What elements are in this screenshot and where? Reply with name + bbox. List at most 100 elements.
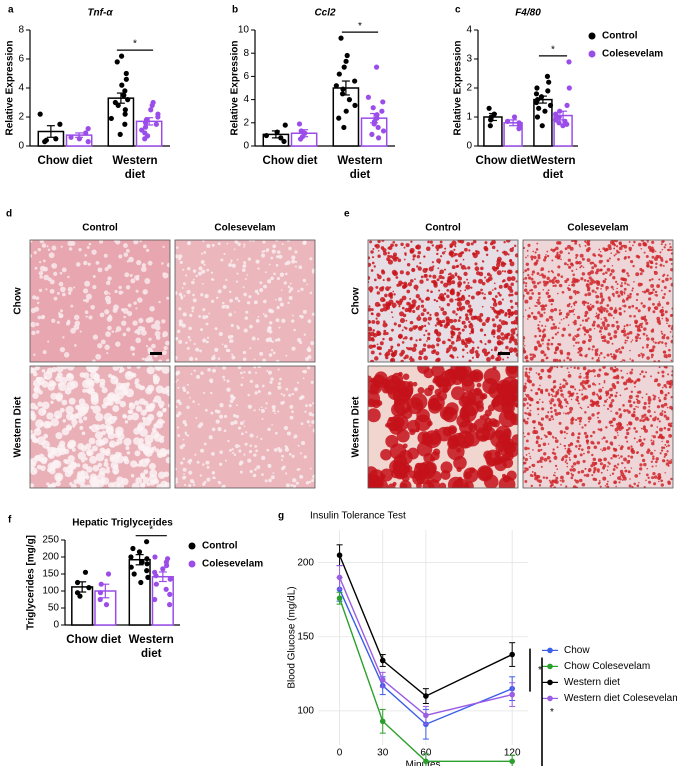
tissue-texture	[504, 314, 507, 317]
data-point	[75, 580, 80, 585]
tissue-texture	[47, 341, 49, 343]
tissue-texture	[499, 319, 502, 322]
tissue-texture	[403, 373, 409, 379]
data-point	[509, 652, 515, 658]
y-tick-label: 2	[243, 117, 249, 128]
tissue-texture	[551, 303, 553, 305]
tissue-texture	[579, 417, 582, 420]
tissue-texture	[581, 470, 584, 473]
tissue-texture	[405, 308, 409, 312]
tissue-texture	[124, 272, 129, 277]
tissue-texture	[93, 275, 96, 278]
tissue-texture	[291, 347, 295, 351]
tissue-texture	[369, 240, 372, 243]
tissue-texture	[575, 398, 578, 401]
tissue-texture	[571, 399, 572, 400]
tissue-texture	[418, 387, 425, 394]
tissue-texture	[598, 313, 600, 315]
tissue-texture	[93, 465, 100, 472]
tissue-texture	[43, 421, 51, 429]
tissue-texture	[191, 281, 195, 285]
data-point	[534, 91, 539, 96]
tissue-texture	[247, 394, 250, 397]
tissue-texture	[540, 269, 542, 271]
tissue-texture	[533, 316, 536, 319]
tissue-texture	[588, 416, 592, 420]
tissue-texture	[47, 245, 49, 247]
tissue-texture	[244, 246, 246, 248]
tissue-texture	[651, 442, 654, 445]
tissue-texture	[437, 403, 442, 408]
chart-title: Hepatic Triglycerides	[72, 518, 173, 529]
tissue-texture	[312, 313, 315, 316]
tissue-texture	[419, 280, 423, 284]
tissue-texture	[621, 282, 623, 284]
tissue-texture	[182, 387, 185, 390]
tissue-texture	[91, 397, 99, 405]
tissue-texture	[277, 250, 280, 253]
tissue-texture	[241, 432, 244, 435]
tissue-texture	[101, 340, 106, 345]
tissue-texture	[539, 313, 543, 317]
tissue-texture	[539, 281, 541, 283]
data-point	[337, 71, 342, 76]
tissue-texture	[247, 274, 249, 276]
tissue-texture	[648, 481, 651, 484]
tissue-texture	[79, 398, 86, 405]
tissue-texture	[277, 386, 281, 390]
tissue-texture	[605, 289, 606, 290]
tissue-texture	[581, 393, 583, 395]
tissue-texture	[630, 260, 633, 263]
tissue-texture	[415, 245, 419, 249]
data-point	[509, 692, 515, 698]
tissue-texture	[67, 373, 72, 378]
tissue-texture	[192, 481, 194, 483]
tissue-texture	[457, 335, 461, 339]
tissue-texture	[182, 323, 186, 327]
tissue-texture	[177, 387, 179, 389]
tissue-texture	[593, 458, 596, 461]
tissue-texture	[104, 254, 108, 258]
tissue-texture	[645, 371, 647, 373]
tissue-texture	[231, 260, 233, 262]
tissue-texture	[564, 398, 567, 401]
tissue-texture	[590, 278, 593, 281]
tissue-texture	[635, 325, 638, 328]
tissue-texture	[393, 293, 395, 295]
tissue-texture	[671, 327, 674, 330]
tissue-texture	[278, 297, 282, 301]
tissue-texture	[412, 299, 417, 304]
tissue-texture	[530, 255, 533, 258]
tissue-texture	[383, 251, 387, 255]
tissue-texture	[212, 472, 214, 474]
tissue-texture	[640, 272, 643, 275]
tissue-texture	[369, 305, 371, 307]
tissue-texture	[594, 375, 596, 377]
data-point	[129, 565, 134, 570]
tissue-texture	[600, 284, 603, 287]
tissue-texture	[553, 326, 557, 330]
tissue-texture	[183, 439, 185, 441]
tissue-texture	[385, 286, 390, 291]
tissue-texture	[526, 394, 530, 398]
tissue-texture	[227, 380, 230, 383]
tissue-texture	[539, 321, 540, 322]
tissue-texture	[55, 392, 63, 400]
tissue-texture	[614, 465, 617, 468]
tissue-texture	[309, 425, 311, 427]
tissue-texture	[39, 261, 41, 263]
tissue-texture	[524, 345, 526, 347]
tissue-texture	[501, 377, 519, 395]
tissue-texture	[200, 474, 202, 476]
tissue-texture	[635, 430, 638, 433]
tissue-texture	[303, 310, 307, 314]
tissue-texture	[624, 310, 626, 312]
tissue-texture	[657, 473, 661, 477]
y-tick-label: 1	[466, 112, 472, 123]
tissue-texture	[467, 282, 469, 284]
tissue-texture	[576, 291, 579, 294]
tissue-texture	[402, 341, 405, 344]
tissue-texture	[574, 301, 577, 304]
tissue-texture	[627, 295, 629, 297]
tissue-texture	[633, 411, 635, 413]
